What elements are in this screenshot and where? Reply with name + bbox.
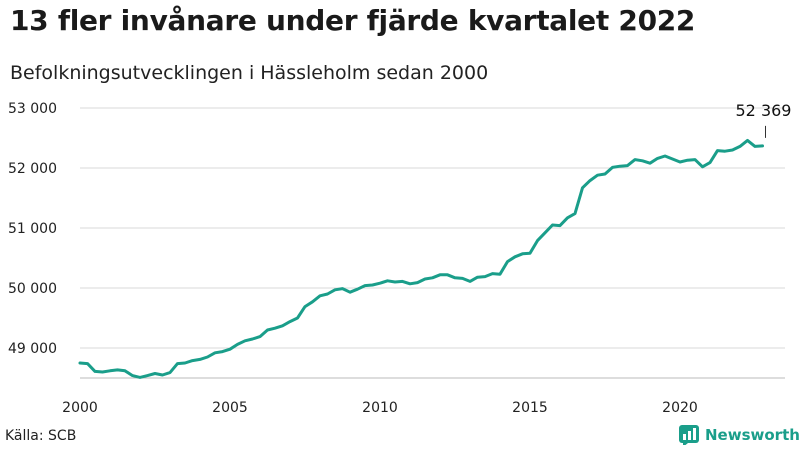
annotation-label: 52 369	[736, 101, 792, 120]
y-tick-label: 49 000	[8, 341, 57, 357]
y-tick-label: 51 000	[8, 221, 57, 237]
y-axis-ticks: 49 000 50 000 51 000 52 000 53 000	[8, 101, 57, 357]
x-tick-label: 2020	[662, 400, 698, 416]
x-axis-ticks: 2000 2005 2010 2015 2020	[62, 400, 698, 416]
x-tick-label: 2015	[512, 400, 548, 416]
y-tick-label: 52 000	[8, 161, 57, 177]
brand-name: Newsworthy	[705, 426, 800, 444]
y-tick-label: 53 000	[8, 101, 57, 117]
series-group	[78, 138, 764, 379]
annotation-group: 52 369	[736, 101, 792, 138]
grid-lines	[80, 107, 785, 379]
x-tick-label: 2005	[212, 400, 248, 416]
newsworthy-logo-icon	[679, 425, 699, 445]
y-tick-label: 50 000	[8, 281, 57, 297]
series-line-0	[78, 138, 764, 379]
x-tick-label: 2000	[62, 400, 98, 416]
chart-title: 13 fler invånare under fjärde kvartalet …	[10, 4, 696, 37]
source-note: Källa: SCB	[5, 428, 77, 444]
brand-logo[interactable]: Newsworthy	[679, 425, 800, 445]
chart-subtitle: Befolkningsutvecklingen i Hässleholm sed…	[10, 62, 489, 84]
x-tick-label: 2010	[362, 400, 398, 416]
